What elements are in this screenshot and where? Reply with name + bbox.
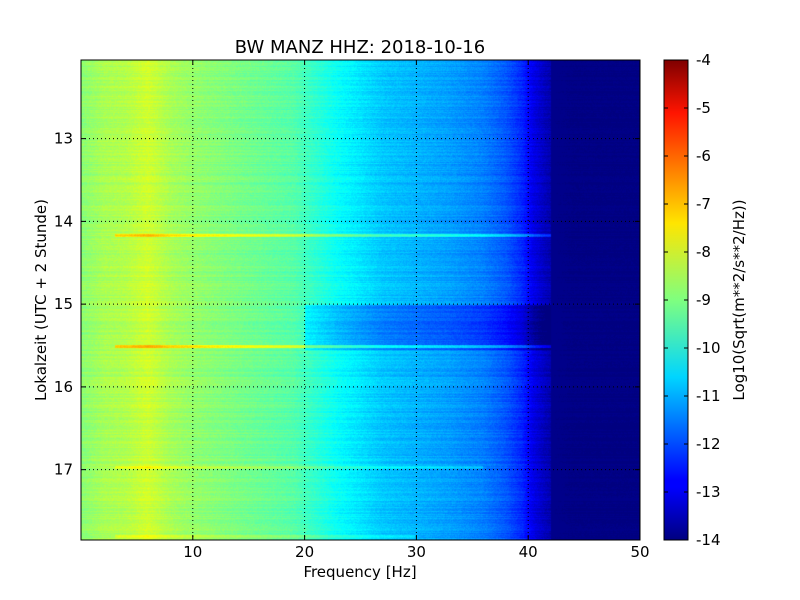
colorbar-tick-label: -10 <box>696 339 721 357</box>
chart-title: BW MANZ HHZ: 2018-10-16 <box>235 37 485 58</box>
y-tick-label: 13 <box>54 130 73 148</box>
y-axis-label: Lokalzeit (UTC + 2 Stunde) <box>32 199 50 401</box>
colorbar-tick-label: -12 <box>696 435 721 453</box>
plot-frame <box>80 59 641 541</box>
y-tick-label: 17 <box>54 461 73 479</box>
colorbar-tick-label: -8 <box>696 243 711 261</box>
colorbar-tick-label: -14 <box>696 531 721 549</box>
colorbar-tick-label: -13 <box>696 483 721 501</box>
x-axis-label: Frequency [Hz] <box>303 563 416 581</box>
grid-lines <box>81 60 640 540</box>
colorbar-tick-label: -7 <box>696 195 711 213</box>
x-axis: 10 20 30 40 50 <box>183 60 650 561</box>
colorbar-tick-label: -9 <box>696 291 711 309</box>
colorbar-tick-label: -5 <box>696 99 711 117</box>
colorbar-tick-label: -11 <box>696 387 721 405</box>
spectrogram-image <box>81 60 640 540</box>
y-tick-label: 15 <box>54 295 73 313</box>
x-tick-label: 30 <box>407 543 426 561</box>
y-axis: 13 14 15 16 17 <box>54 130 640 479</box>
colorbar-tick-label: -6 <box>696 147 711 165</box>
colorbar-axis: -4 -5 -6 -7 -8 -9 -10 -11 -12 -13 -14 <box>664 51 721 549</box>
y-tick-label: 14 <box>54 212 73 230</box>
colorbar-tick-label: -4 <box>696 51 711 69</box>
x-tick-label: 50 <box>630 543 649 561</box>
colorbar-label: Log10(Sqrt(m**2/s**2/Hz)) <box>730 199 748 400</box>
x-tick-label: 40 <box>519 543 538 561</box>
x-tick-label: 10 <box>183 543 202 561</box>
y-tick-label: 16 <box>54 378 73 396</box>
x-tick-label: 20 <box>295 543 314 561</box>
